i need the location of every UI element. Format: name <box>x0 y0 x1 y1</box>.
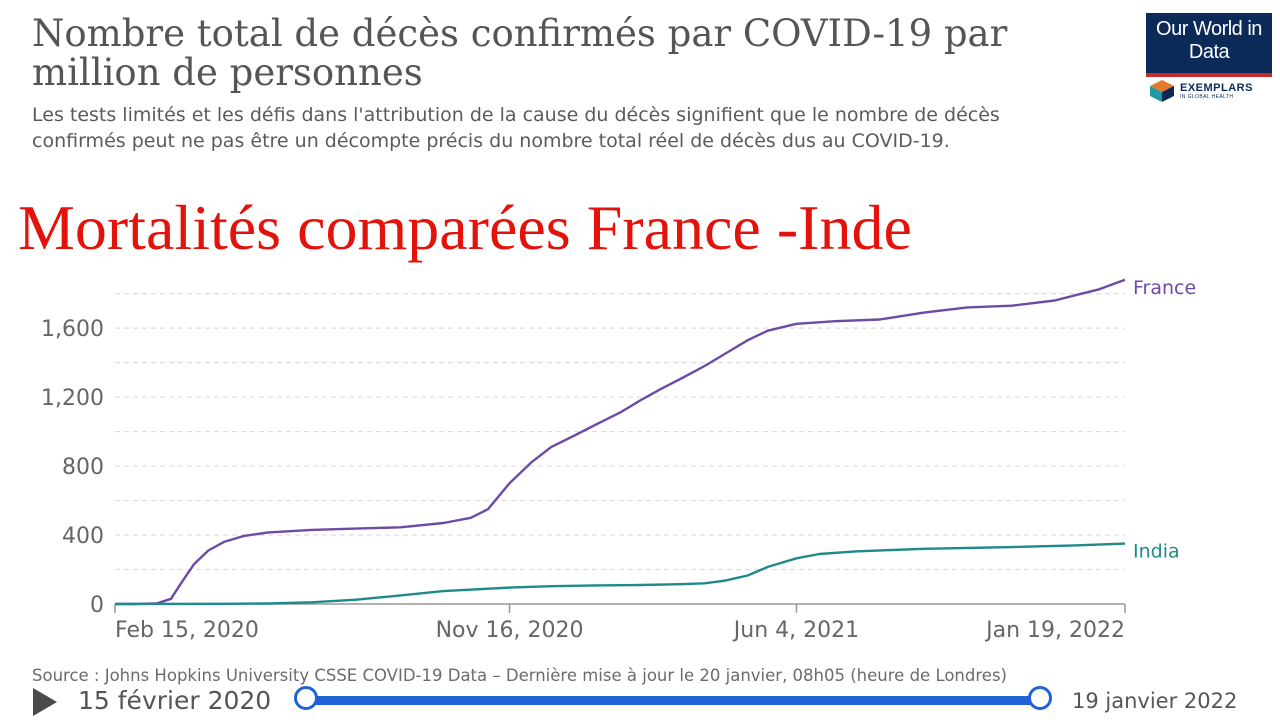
chart-subtitle: Les tests limités et les défis dans l'at… <box>32 104 1000 152</box>
x-tick-label: Nov 16, 2020 <box>436 618 584 643</box>
chart-title: Nombre total de décès confirmés par COVI… <box>32 12 1008 94</box>
exemplars-logo: EXEMPLARS IN GLOBAL HEALTH <box>1146 79 1272 103</box>
x-tick-label: Jan 19, 2022 <box>984 618 1125 643</box>
timeline: 15 février 2020 19 janvier 2022 <box>0 680 1280 720</box>
exemplars-subtext: IN GLOBAL HEALTH <box>1180 94 1234 100</box>
play-icon[interactable] <box>33 688 57 716</box>
timeline-end-label: 19 janvier 2022 <box>1072 689 1238 713</box>
y-tick-label: 400 <box>62 524 104 549</box>
timeline-start-label: 15 février 2020 <box>78 686 272 715</box>
y-tick-label: 1,600 <box>41 317 104 342</box>
owid-logo[interactable]: Our World in Data EXEMPLARS IN GLOBAL HE… <box>1146 13 1272 104</box>
owid-logo-text: Our World in Data <box>1156 18 1262 63</box>
y-tick-label: 1,200 <box>41 386 104 411</box>
owid-logo-box: Our World in Data <box>1146 13 1272 77</box>
timeline-end-handle[interactable] <box>1028 686 1052 710</box>
series-label-india: India <box>1133 541 1180 563</box>
series-line-india <box>114 542 1126 606</box>
timeline-track[interactable] <box>306 696 1040 705</box>
y-tick-label: 800 <box>62 455 104 480</box>
x-tick-label: Jun 4, 2021 <box>732 618 859 643</box>
overlay-title: Mortalités comparées France -Inde <box>18 192 912 263</box>
source-note: Source : Johns Hopkins University CSSE C… <box>32 666 1007 685</box>
y-tick-label: 0 <box>90 593 104 618</box>
x-tick-label: Feb 15, 2020 <box>115 618 259 643</box>
series-line-france <box>115 278 1126 606</box>
exemplars-text: EXEMPLARS <box>1180 82 1253 94</box>
series-label-france: France <box>1133 277 1196 299</box>
timeline-start-handle[interactable] <box>294 686 318 710</box>
cube-icon <box>1150 80 1174 102</box>
